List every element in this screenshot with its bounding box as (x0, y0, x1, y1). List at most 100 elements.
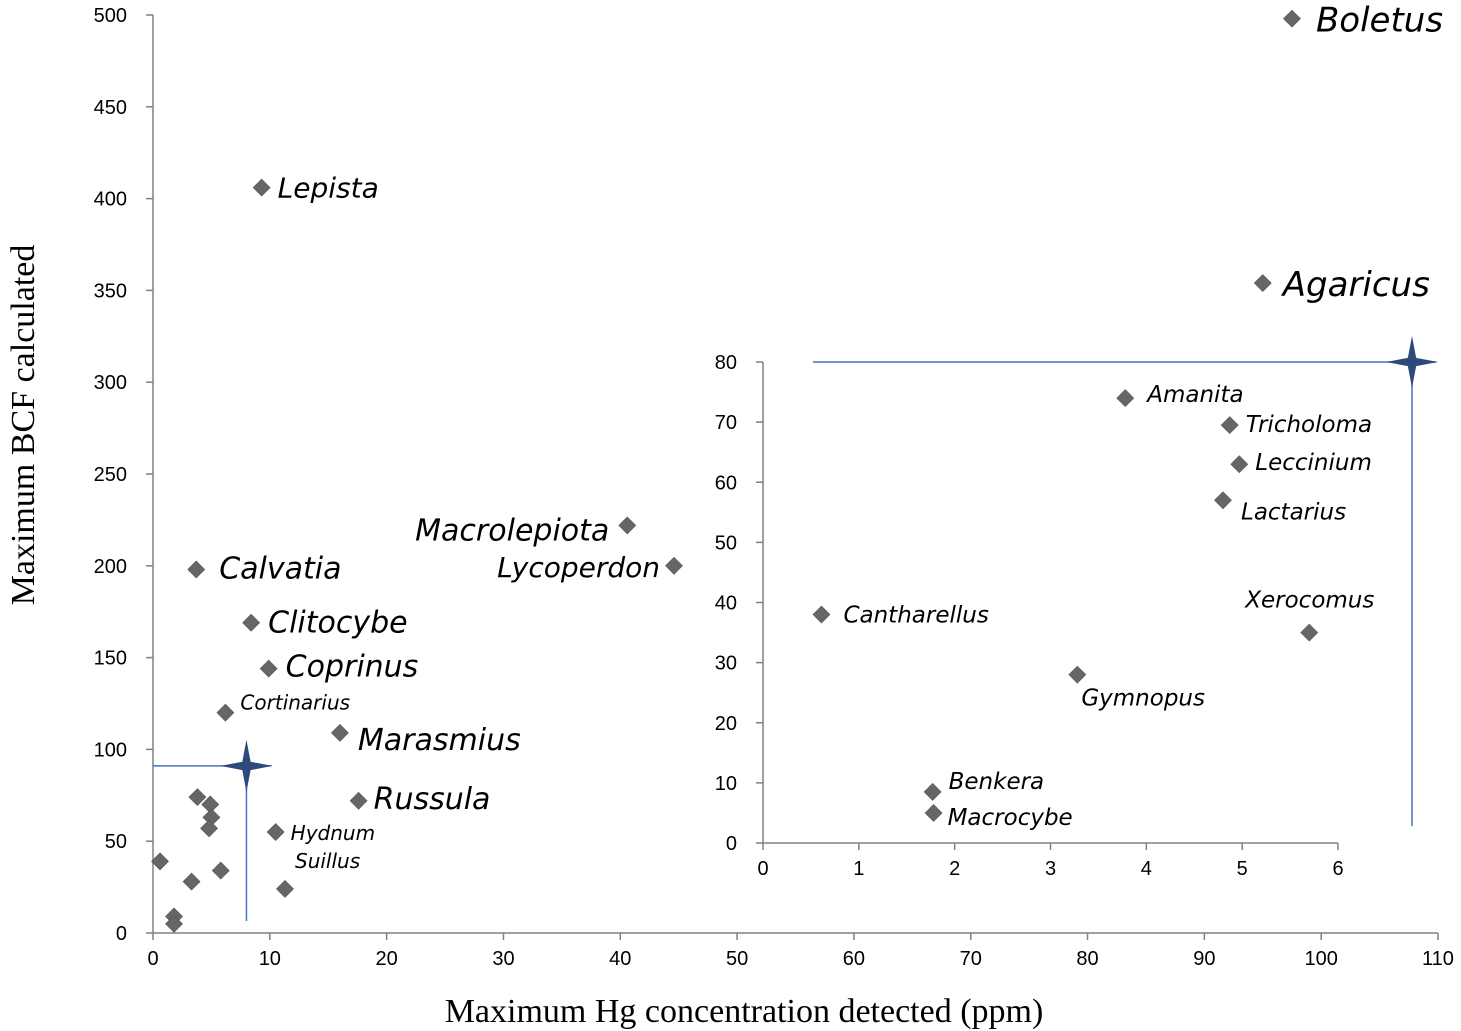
inset-y-tick-label: 50 (715, 532, 737, 554)
inset-x-tick-label: 5 (1237, 858, 1248, 880)
main-point-russula (349, 791, 368, 810)
main-x-tick-label: 80 (1076, 948, 1098, 970)
main-point-suillus (276, 880, 294, 898)
main-label-clitocybe: Clitocybe (268, 606, 407, 641)
inset-x-tick-label: 2 (949, 858, 960, 880)
inset-x-tick-label: 4 (1141, 858, 1152, 880)
main-point-lepista (252, 178, 271, 197)
inset-point-leccinium (1230, 455, 1249, 474)
main-point-unlabeled-18 (182, 872, 201, 891)
main-y-tick-label: 0 (116, 923, 127, 945)
main-point-unlabeled-17 (211, 861, 230, 880)
inset-y-tick-label: 40 (715, 593, 737, 615)
main-x-tick-label: 110 (1422, 948, 1454, 970)
inset-point-gymnopus (1068, 665, 1087, 684)
main-x-tick-label: 60 (843, 948, 865, 970)
inset-guide-star (1386, 336, 1438, 388)
main-crosshair (153, 739, 273, 921)
main-point-cortinarius (216, 703, 235, 722)
main-y-tick-label: 300 (94, 372, 127, 394)
main-label-calvatia: Calvatia (219, 551, 341, 586)
inset-label-gymnopus: Gymnopus (1081, 686, 1205, 712)
main-x-tick-label: 90 (1193, 948, 1215, 970)
main-x-tick-label: 50 (726, 948, 748, 970)
main-label-lepista: Lepista (278, 172, 379, 205)
main-y-tick-label: 250 (94, 464, 127, 486)
main-points: Boletus Agaricus Lepista MacrolepiotaLycope… (151, 1, 1443, 933)
inset-point-macrocybe (924, 804, 943, 822)
inset-y-tick-label: 70 (715, 412, 737, 434)
main-y-tick-label: 500 (94, 5, 127, 27)
main-label-hydnum: Hydnum (291, 821, 375, 845)
main-label-coprinus: Coprinus (286, 650, 419, 685)
main-label-russula: Russula (374, 782, 491, 817)
main-point-boletus (1283, 9, 1301, 28)
main-point-coprinus (259, 659, 278, 678)
inset-point-amanita (1116, 389, 1135, 407)
main-x-tick-label: 20 (376, 948, 398, 970)
main-point-agaricus (1253, 274, 1272, 292)
main-y-tick-label: 200 (94, 556, 127, 578)
inset-x-tick-label: 6 (1332, 858, 1343, 880)
main-label-macrolepiota: Macrolepiota (415, 513, 609, 548)
main-point-clitocybe (242, 613, 261, 632)
inset-y-tick-label: 80 (715, 352, 737, 374)
inset-label-macrocybe: Macrocybe (948, 805, 1073, 831)
main-label-cortinarius: Cortinarius (240, 691, 350, 715)
main-label-suillus: Suillus (295, 849, 360, 873)
main-x-tick-label: 30 (492, 948, 514, 970)
main-label-marasmius: Marasmius (358, 723, 521, 758)
main-y-tick-label: 400 (94, 189, 127, 211)
main-y-tick-label: 50 (105, 831, 127, 853)
inset-point-tricholoma (1220, 416, 1239, 435)
main-y-tick-label: 100 (94, 739, 127, 761)
main-x-tick-label: 0 (147, 948, 158, 970)
inset-y-tick-label: 0 (726, 833, 737, 855)
inset-y-tick-label: 30 (715, 653, 737, 675)
main-point-calvatia (187, 560, 206, 579)
main-point-unlabeled-21 (165, 914, 183, 933)
inset-label-lactarius: Lactarius (1241, 499, 1346, 525)
main-x-tick-label: 10 (259, 948, 281, 970)
main-point-lycoperdon (665, 556, 683, 575)
main-label-boletus: Boletus (1316, 1, 1443, 41)
main-point-unlabeled-16 (200, 819, 218, 838)
inset-label-benkera: Benkera (949, 769, 1045, 795)
inset-label-xerocomus: Xerocomus (1244, 588, 1374, 614)
inset-y-tick-label: 20 (715, 713, 737, 735)
main-point-unlabeled-19 (151, 852, 169, 871)
main-x-tick-label: 40 (609, 948, 631, 970)
main-point-unlabeled-13 (188, 788, 207, 807)
main-label-agaricus: Agaricus (1281, 265, 1430, 305)
main-x-tick-label: 70 (960, 948, 982, 970)
inset-point-xerocomus (1300, 623, 1319, 642)
inset-label-tricholoma: Tricholoma (1246, 412, 1372, 438)
inset-label-cantharellus: Cantharellus (843, 603, 988, 629)
main-point-marasmius (330, 723, 349, 742)
inset-x-tick-label: 3 (1045, 858, 1056, 880)
inset-point-cantharellus (812, 605, 831, 624)
x-axis-title: Maximum Hg concentration detected (ppm) (445, 993, 1044, 1030)
inset-x-tick-label: 0 (757, 858, 768, 880)
main-y-tick-label: 350 (94, 280, 127, 302)
crosshair-star (220, 739, 273, 792)
inset-point-lactarius (1214, 491, 1232, 510)
main-x-tick-label: 100 (1304, 948, 1337, 970)
main-point-hydnum (266, 823, 285, 841)
y-axis-title: Maximum BCF calculated (5, 245, 42, 606)
main-y-tick-label: 150 (94, 648, 127, 670)
main-axes: 0 10 20 30 40 50 60 70 80 90 100 110050100150200250… (94, 5, 1454, 970)
main-point-macrolepiota (618, 516, 637, 535)
inset-y-tick-label: 10 (715, 773, 737, 795)
main-y-tick-label: 450 (94, 97, 127, 119)
inset-label-amanita: Amanita (1145, 382, 1243, 408)
inset-y-tick-label: 60 (715, 472, 737, 494)
inset-point-benkera (923, 782, 942, 801)
inset-x-tick-label: 1 (853, 858, 864, 880)
inset-label-leccinium: Leccinium (1255, 450, 1372, 476)
inset-crosshair (813, 336, 1438, 826)
main-label-lycoperdon: Lycoperdon (497, 551, 660, 584)
